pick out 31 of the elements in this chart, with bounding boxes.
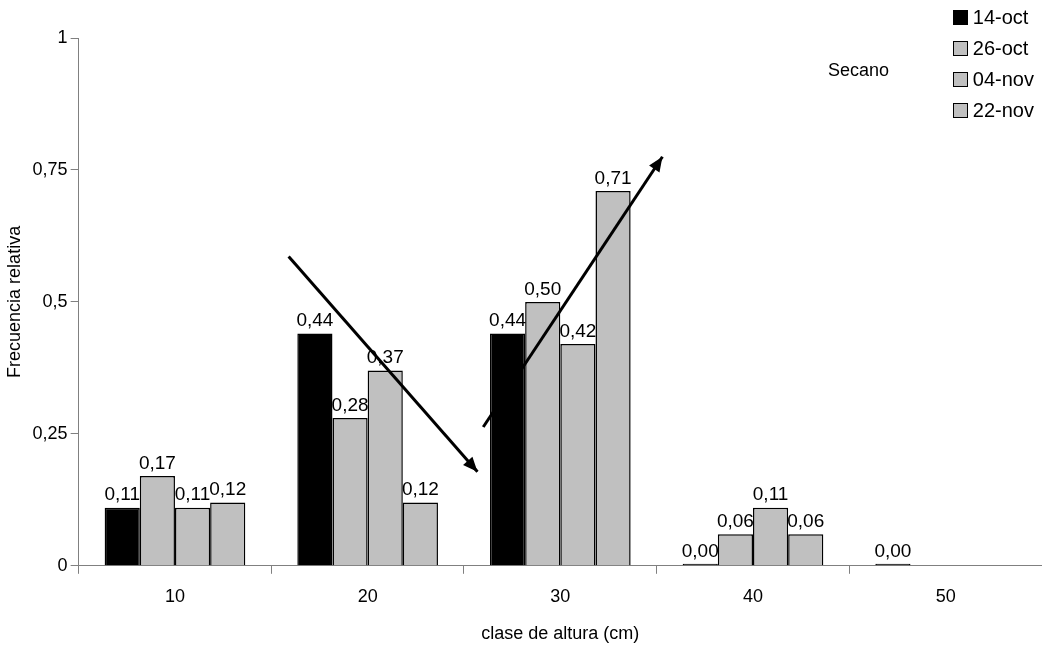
x-axis-title: clase de altura (cm) — [481, 623, 640, 644]
x-tick-label: 20 — [357, 585, 378, 606]
x-tick-label: 40 — [742, 585, 764, 606]
data-label: 0,12 — [209, 478, 247, 500]
data-label: 0,00 — [681, 539, 719, 561]
x-tick-label: 30 — [550, 585, 571, 606]
y-tick-label: 0,5 — [42, 290, 68, 311]
legend-label: 04-nov — [972, 68, 1034, 91]
y-tick-label: 0,25 — [32, 422, 68, 443]
data-label: 0,06 — [716, 509, 754, 531]
data-label: 0,28 — [331, 393, 369, 415]
data-label: 0,42 — [559, 319, 597, 341]
legend-label: 14-oct — [972, 6, 1029, 29]
data-label: 0,00 — [874, 539, 912, 561]
data-label: 0,11 — [104, 483, 141, 505]
annotation: Secano — [828, 60, 890, 81]
data-label: 0,50 — [524, 277, 562, 299]
legend-label: 26-oct — [972, 37, 1029, 60]
data-label: 0,11 — [752, 483, 789, 505]
data-label: 0,11 — [174, 483, 211, 505]
legend-label: 22-nov — [972, 99, 1034, 122]
y-tick-label: 1 — [57, 26, 68, 47]
data-label: 0,71 — [594, 166, 632, 188]
data-label: 0,06 — [787, 509, 825, 531]
data-label: 0,44 — [296, 309, 334, 331]
y-tick-label: 0 — [57, 554, 68, 575]
x-tick-label: 50 — [935, 585, 956, 606]
x-tick-label: 10 — [164, 585, 185, 606]
y-tick-label: 0,75 — [32, 158, 68, 179]
y-axis-title: Frecuencia relativa — [3, 224, 24, 378]
data-label: 0,17 — [138, 451, 176, 473]
